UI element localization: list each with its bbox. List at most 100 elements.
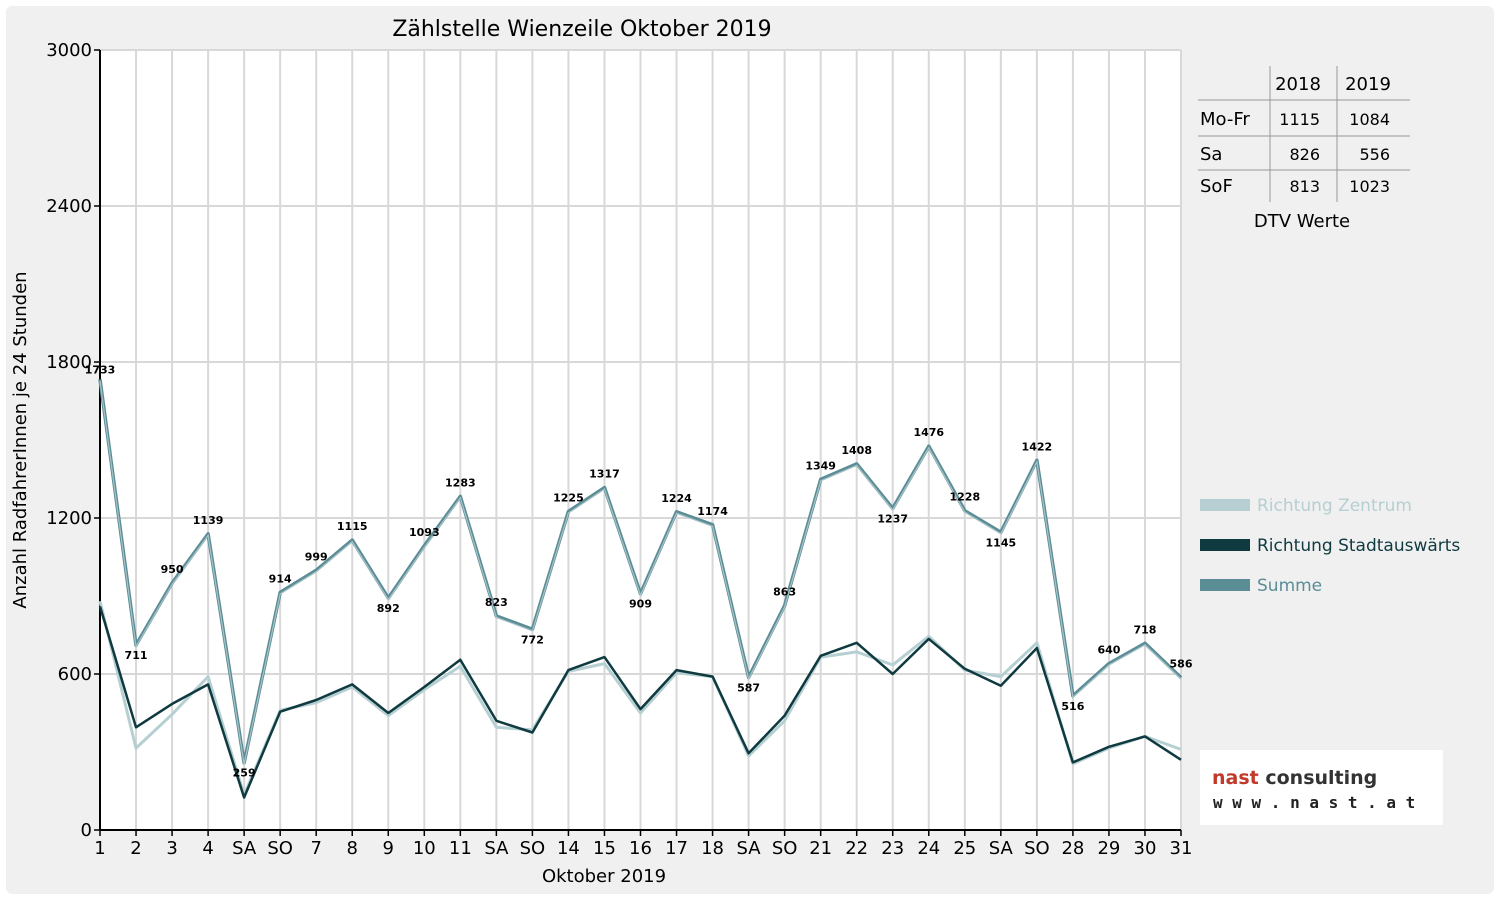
x-tick-label: 2 bbox=[130, 838, 141, 859]
data-label: 259 bbox=[233, 767, 256, 780]
series-lines bbox=[98, 379, 1183, 799]
data-label: 950 bbox=[161, 563, 184, 576]
data-label: 1115 bbox=[337, 520, 368, 533]
x-tick-label: 31 bbox=[1170, 838, 1193, 859]
y-axis-label: Anzahl RadfahrerInnen je 24 Stunden bbox=[10, 271, 31, 608]
series-line-2 bbox=[98, 606, 1182, 799]
x-tick-label: SA bbox=[484, 838, 509, 859]
x-tick-label: SO bbox=[520, 838, 546, 859]
data-label: 1225 bbox=[553, 492, 584, 505]
x-tick-label: SA bbox=[737, 838, 762, 859]
x-tick-label: 4 bbox=[202, 838, 213, 859]
data-label: 892 bbox=[377, 602, 400, 615]
table-header-2018: 2018 bbox=[1275, 74, 1321, 95]
table-row-label: Sa bbox=[1200, 144, 1222, 165]
x-tick-label: 29 bbox=[1097, 838, 1120, 859]
data-label: 1237 bbox=[877, 512, 908, 525]
x-axis-label: Oktober 2019 bbox=[542, 866, 666, 887]
data-label: 1283 bbox=[445, 476, 476, 489]
x-tick-label: 28 bbox=[1061, 838, 1084, 859]
data-label: 1317 bbox=[589, 468, 620, 481]
data-label: 1733 bbox=[85, 363, 116, 376]
x-tick-label: 15 bbox=[593, 838, 616, 859]
x-tick-label: 1 bbox=[94, 838, 105, 859]
dtv-summary-table: 2018 2019 Mo-Fr 1115 1084 Sa 826 556 SoF… bbox=[1198, 66, 1410, 232]
y-tick-label: 1200 bbox=[46, 508, 92, 529]
x-tick-label: SO bbox=[772, 838, 798, 859]
y-tick-label: 1800 bbox=[46, 352, 92, 373]
x-tick-label: 14 bbox=[557, 838, 580, 859]
legend-swatch bbox=[1200, 579, 1250, 591]
legend-swatch bbox=[1200, 539, 1250, 551]
table-cell: 1084 bbox=[1349, 110, 1390, 129]
data-label: 823 bbox=[485, 596, 508, 609]
data-label: 586 bbox=[1170, 658, 1193, 671]
table-header-2019: 2019 bbox=[1345, 74, 1391, 95]
data-label: 1408 bbox=[841, 444, 872, 457]
x-tick-label: 10 bbox=[413, 838, 436, 859]
data-label: 711 bbox=[125, 649, 148, 662]
y-tick-label: 3000 bbox=[46, 40, 92, 61]
chart-title: Zählstelle Wienzeile Oktober 2019 bbox=[392, 17, 771, 42]
x-tick-label: 23 bbox=[881, 838, 904, 859]
data-label: 772 bbox=[521, 633, 544, 646]
x-tick-label: 18 bbox=[701, 838, 724, 859]
data-label: 1224 bbox=[661, 492, 692, 505]
logo-box bbox=[1200, 750, 1443, 825]
data-labels: 1733 711 950 1139 259 914 999 1115 892 1093 1283 82… bbox=[85, 363, 1193, 779]
y-tick-label: 600 bbox=[58, 664, 92, 685]
data-label: 587 bbox=[737, 681, 760, 694]
y-tick-label: 0 bbox=[81, 820, 92, 841]
logo-url: w w w . n a s t . a t bbox=[1213, 793, 1415, 812]
table-row-label: SoF bbox=[1200, 176, 1233, 197]
data-label: 1139 bbox=[193, 514, 224, 527]
x-tick-label: SA bbox=[232, 838, 257, 859]
table-cell: 826 bbox=[1289, 145, 1320, 164]
x-tick-label: 11 bbox=[449, 838, 472, 859]
data-label: 1145 bbox=[986, 536, 1017, 549]
series-line-summe-shade bbox=[99, 380, 1182, 765]
legend-swatch bbox=[1200, 499, 1250, 511]
data-label: 1174 bbox=[697, 505, 728, 518]
data-label: 1349 bbox=[805, 459, 836, 472]
x-tick-label: 16 bbox=[629, 838, 652, 859]
x-tick-label: SO bbox=[267, 838, 293, 859]
data-label: 909 bbox=[629, 598, 652, 611]
x-tick-label: 3 bbox=[166, 838, 177, 859]
table-cell: 1115 bbox=[1279, 110, 1320, 129]
legend-label: Summe bbox=[1257, 576, 1322, 596]
table-cell: 813 bbox=[1289, 177, 1320, 196]
data-label: 640 bbox=[1097, 644, 1120, 657]
data-label: 1422 bbox=[1022, 440, 1053, 453]
data-label: 914 bbox=[269, 572, 292, 585]
x-tick-label: 25 bbox=[953, 838, 976, 859]
x-tick-label: 7 bbox=[310, 838, 321, 859]
data-label: 1093 bbox=[409, 526, 440, 539]
logo-wordmark: nast consulting bbox=[1212, 767, 1377, 789]
legend-label: Richtung Zentrum bbox=[1257, 496, 1412, 516]
table-caption: DTV Werte bbox=[1254, 211, 1350, 232]
x-tick-label: SA bbox=[989, 838, 1014, 859]
data-label: 718 bbox=[1133, 623, 1156, 636]
x-tick-label: 17 bbox=[665, 838, 688, 859]
y-tick-label: 2400 bbox=[46, 196, 92, 217]
x-tick-label: 9 bbox=[383, 838, 394, 859]
table-cell: 556 bbox=[1359, 145, 1390, 164]
x-tick-label: 22 bbox=[845, 838, 868, 859]
table-cell: 1023 bbox=[1349, 177, 1390, 196]
data-label: 999 bbox=[305, 550, 328, 563]
x-tick-label: 24 bbox=[917, 838, 940, 859]
grid bbox=[100, 49, 1182, 830]
data-label: 863 bbox=[773, 586, 796, 599]
data-label: 1476 bbox=[913, 426, 944, 439]
legend: Richtung Zentrum Richtung Stadtauswärts Su… bbox=[1200, 496, 1460, 596]
x-tick-label: SO bbox=[1024, 838, 1050, 859]
x-tick-label: 30 bbox=[1134, 838, 1157, 859]
logo: nast consulting w w w . n a s t . a t bbox=[1200, 750, 1443, 825]
legend-label: Richtung Stadtauswärts bbox=[1257, 536, 1460, 556]
x-tick-label: 8 bbox=[347, 838, 358, 859]
x-tick-label: 21 bbox=[809, 838, 832, 859]
table-row-label: Mo-Fr bbox=[1200, 109, 1250, 130]
